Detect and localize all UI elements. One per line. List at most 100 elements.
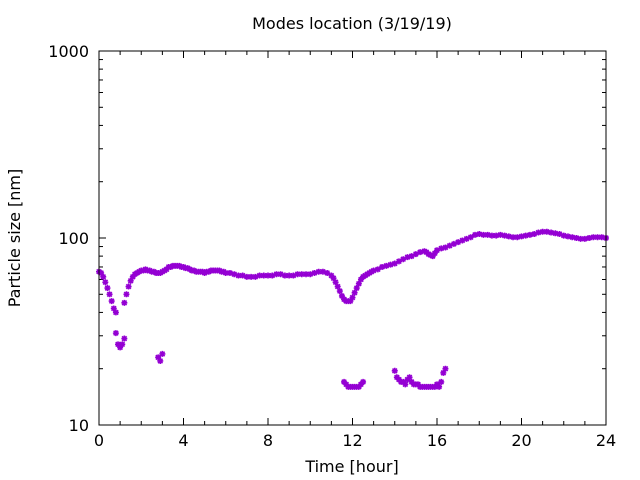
data-point xyxy=(117,344,124,351)
axis-ticks xyxy=(98,50,607,426)
data-point xyxy=(586,235,593,241)
data-point xyxy=(406,374,413,381)
data-point xyxy=(226,269,233,276)
data-point xyxy=(106,291,113,298)
data-point xyxy=(294,271,301,278)
data-point xyxy=(332,279,339,286)
data-point xyxy=(110,305,117,312)
data-point xyxy=(387,261,394,268)
data-point xyxy=(548,229,555,236)
data-point xyxy=(277,271,284,278)
data-point xyxy=(334,283,341,290)
data-point xyxy=(412,251,419,258)
data-point xyxy=(408,253,415,260)
data-point xyxy=(467,234,474,241)
data-point xyxy=(505,233,512,240)
data-point xyxy=(436,383,443,390)
data-point xyxy=(125,283,132,290)
data-point xyxy=(298,271,305,278)
data-point xyxy=(501,232,508,239)
data-point xyxy=(273,271,280,278)
data-point xyxy=(497,231,504,238)
data-point xyxy=(472,231,479,238)
data-point xyxy=(355,383,362,390)
data-point xyxy=(431,383,438,390)
data-point xyxy=(328,272,335,279)
data-point xyxy=(569,234,576,241)
data-point xyxy=(281,272,288,279)
data-point xyxy=(438,378,445,385)
data-point xyxy=(400,378,407,385)
data-point xyxy=(231,271,238,278)
data-point xyxy=(155,354,162,361)
data-point xyxy=(222,269,229,276)
data-point xyxy=(526,231,533,238)
data-point xyxy=(539,228,546,235)
x-tick-label: 16 xyxy=(427,431,447,450)
y-axis-label: Particle size [nm] xyxy=(5,169,24,308)
x-tick-label: 12 xyxy=(342,431,362,450)
data-point xyxy=(311,269,318,276)
data-point xyxy=(429,253,436,260)
data-point xyxy=(121,335,128,342)
data-point xyxy=(357,381,364,388)
data-point xyxy=(338,292,345,299)
data-point xyxy=(438,245,445,252)
data-point xyxy=(307,271,314,278)
data-point xyxy=(577,235,584,242)
data-point xyxy=(455,239,462,246)
x-tick-label: 0 xyxy=(94,431,104,450)
data-point xyxy=(315,268,322,275)
data-point xyxy=(347,298,354,305)
data-point xyxy=(552,230,559,237)
data-point xyxy=(324,269,331,276)
data-point xyxy=(286,272,293,279)
data-point xyxy=(434,247,440,254)
data-point xyxy=(463,235,470,242)
data-point xyxy=(510,234,517,241)
data-point xyxy=(269,272,276,279)
data-point xyxy=(573,235,580,241)
data-point xyxy=(535,229,542,236)
data-point xyxy=(343,381,350,388)
x-tick-label: 24 xyxy=(596,431,616,450)
data-point xyxy=(252,273,259,280)
data-point xyxy=(476,231,483,238)
data-point xyxy=(440,369,447,376)
data-point xyxy=(395,258,402,265)
data-point xyxy=(123,291,130,298)
x-tick-label: 8 xyxy=(263,431,273,450)
x-tick-label: 20 xyxy=(511,431,531,450)
data-point xyxy=(243,273,250,280)
data-point xyxy=(248,273,255,280)
data-point xyxy=(353,285,360,292)
data-point xyxy=(493,232,500,239)
data-point xyxy=(357,276,364,283)
data-point xyxy=(157,357,164,364)
data-point xyxy=(391,367,398,374)
data-point xyxy=(115,341,122,348)
y-tick-label: 100 xyxy=(58,229,89,248)
data-point xyxy=(391,260,398,267)
data-point xyxy=(404,254,411,261)
data-points xyxy=(96,228,609,390)
y-tick-labels: 10 100 1000 xyxy=(48,42,89,435)
data-point xyxy=(594,234,601,241)
data-point xyxy=(341,378,348,385)
data-point xyxy=(127,277,134,284)
data-point xyxy=(374,266,381,273)
data-point xyxy=(446,242,453,249)
data-point xyxy=(442,365,449,372)
data-point xyxy=(531,231,538,238)
data-point xyxy=(370,267,377,274)
data-point xyxy=(564,233,571,240)
x-axis-label: Time [hour] xyxy=(304,457,398,476)
data-point xyxy=(336,288,343,295)
data-point xyxy=(290,272,297,279)
x-tick-labels: 0 4 8 12 16 20 24 xyxy=(94,431,616,450)
data-point xyxy=(522,232,529,239)
data-point xyxy=(402,381,409,388)
data-point xyxy=(379,263,386,270)
data-point xyxy=(484,231,491,238)
